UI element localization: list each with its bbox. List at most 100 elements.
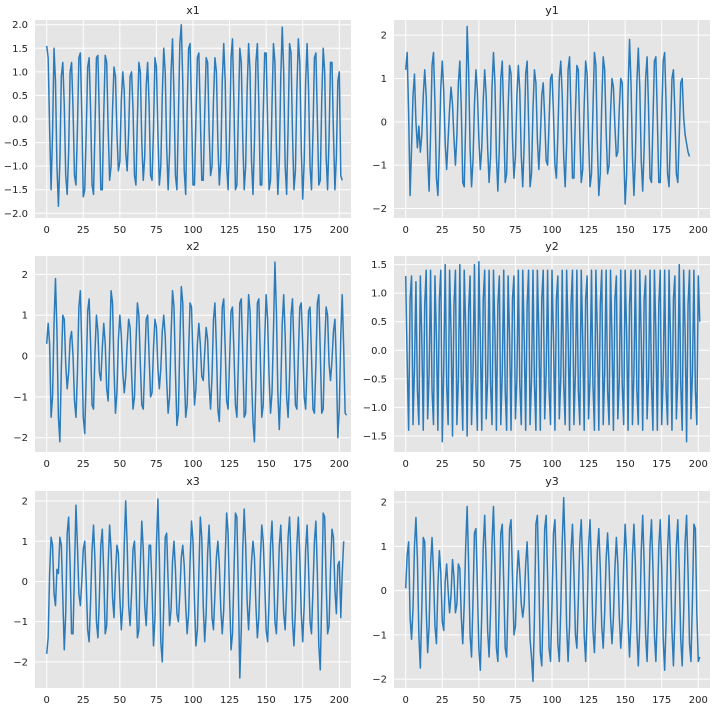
x-tick-label: 100 [542, 225, 561, 236]
x-tick-label: 75 [509, 225, 522, 236]
y-tick-label: −1 [13, 392, 28, 403]
y-tick-label: −0.5 [4, 138, 28, 149]
y-tick-label: −2 [372, 204, 387, 215]
y-tick-label: 2 [22, 497, 28, 508]
x-tick-label: 50 [472, 225, 485, 236]
x-tick-label: 25 [436, 459, 449, 470]
y-tick-label: 0 [22, 352, 28, 363]
subplot-x1: 0 25 50 75 100 125 150 175 200 −2.0 −1.5 −1.0 −0.5 0.… [4, 4, 351, 236]
subplot-x2: 0 25 50 75 100 125 150 175 200 −2 −1 0 1 2 x2 [13, 240, 351, 470]
subplot-title: x3 [186, 475, 200, 488]
y-tick-label: −1 [372, 630, 387, 641]
x-tick-label: 200 [330, 695, 349, 706]
y-tick-label: 2 [381, 498, 387, 509]
y-tick-label: −2 [372, 675, 387, 686]
series-line [404, 25, 691, 205]
subplot-y1: 0 25 50 75 100 125 150 175 200 −2 −1 0 1 2 y1 [372, 4, 710, 236]
x-tick-label: 25 [436, 695, 449, 706]
y-tick-label: 0 [381, 117, 387, 128]
x-tick-label: 25 [77, 695, 90, 706]
y-tick-label: 2.0 [12, 20, 28, 31]
x-tick-label: 175 [293, 695, 312, 706]
x-tick-label: 50 [472, 695, 485, 706]
x-tick-label: 100 [542, 459, 561, 470]
x-tick-label: 0 [44, 695, 50, 706]
x-tick-label: 175 [652, 695, 671, 706]
x-tick-label: 75 [150, 225, 163, 236]
x-tick-label: 100 [542, 695, 561, 706]
subplot-title: y3 [545, 475, 559, 488]
y-tick-label: 1.0 [12, 67, 28, 78]
series-line [404, 260, 701, 443]
x-tick-label: 100 [183, 695, 202, 706]
x-tick-label: 50 [472, 459, 485, 470]
y-tick-label: 1.5 [12, 44, 28, 55]
x-tick-label: 125 [579, 225, 598, 236]
y-tick-label: −0.5 [363, 374, 387, 385]
y-tick-label: −2 [13, 657, 28, 668]
x-tick-label: 50 [113, 459, 126, 470]
x-tick-label: 150 [616, 225, 635, 236]
x-tick-label: 125 [220, 459, 239, 470]
y-tick-label: 1 [381, 74, 387, 85]
x-tick-label: 75 [509, 459, 522, 470]
x-tick-label: 25 [77, 225, 90, 236]
y-tick-label: −1 [13, 617, 28, 628]
x-tick-label: 0 [403, 459, 409, 470]
x-tick-label: 0 [44, 459, 50, 470]
subplot-title: y1 [545, 4, 559, 17]
series-line [45, 498, 345, 679]
subplot-x3: 0 25 50 75 100 125 150 175 200 −2 −1 0 1 2 x3 [13, 475, 351, 706]
x-tick-label: 50 [113, 225, 126, 236]
x-tick-label: 125 [220, 225, 239, 236]
y-tick-label: 1 [22, 311, 28, 322]
x-tick-label: 175 [293, 225, 312, 236]
x-tick-label: 75 [150, 695, 163, 706]
x-tick-label: 175 [652, 225, 671, 236]
x-tick-label: 100 [183, 459, 202, 470]
y-tick-label: 0.5 [12, 91, 28, 102]
x-tick-label: 200 [689, 225, 708, 236]
y-tick-label: 1.0 [371, 289, 387, 300]
y-tick-label: −1.5 [4, 185, 28, 196]
x-tick-label: 25 [77, 459, 90, 470]
x-tick-label: 0 [44, 225, 50, 236]
x-tick-label: 200 [330, 225, 349, 236]
series-line [45, 261, 348, 443]
x-tick-label: 150 [616, 695, 635, 706]
x-tick-label: 150 [616, 459, 635, 470]
x-tick-label: 75 [150, 459, 163, 470]
x-tick-label: 150 [257, 695, 276, 706]
subplot-title: y2 [545, 240, 559, 253]
x-tick-label: 125 [579, 695, 598, 706]
y-tick-label: 0.0 [371, 346, 387, 357]
y-tick-label: −2 [13, 433, 28, 444]
x-tick-label: 125 [220, 695, 239, 706]
x-tick-label: 50 [113, 695, 126, 706]
x-tick-label: 200 [689, 459, 708, 470]
y-tick-label: −1.0 [363, 403, 387, 414]
y-tick-label: 2 [22, 270, 28, 281]
x-tick-label: 175 [652, 459, 671, 470]
x-tick-label: 100 [183, 225, 202, 236]
y-tick-label: 0 [381, 586, 387, 597]
x-tick-label: 75 [509, 695, 522, 706]
y-tick-label: −2.0 [4, 209, 28, 220]
x-tick-label: 0 [403, 225, 409, 236]
y-tick-label: 0.5 [371, 317, 387, 328]
y-tick-label: −1 [372, 161, 387, 172]
y-tick-label: 0.0 [12, 115, 28, 126]
subplot-title: x1 [186, 4, 200, 17]
y-tick-label: −1.5 [363, 432, 387, 443]
series-line [45, 23, 343, 207]
x-tick-label: 150 [257, 459, 276, 470]
x-tick-label: 200 [689, 695, 708, 706]
y-tick-label: 0 [22, 577, 28, 588]
y-tick-label: −1.0 [4, 162, 28, 173]
x-tick-label: 25 [436, 225, 449, 236]
subplot-y2: 0 25 50 75 100 125 150 175 200 −1.5 −1.0 −0.5 0.0 0.5… [363, 240, 710, 470]
subplot-y3: 0 25 50 75 100 125 150 175 200 −2 −1 0 1 2 y3 [372, 475, 710, 706]
y-tick-label: 1.5 [371, 260, 387, 271]
x-tick-label: 150 [257, 225, 276, 236]
